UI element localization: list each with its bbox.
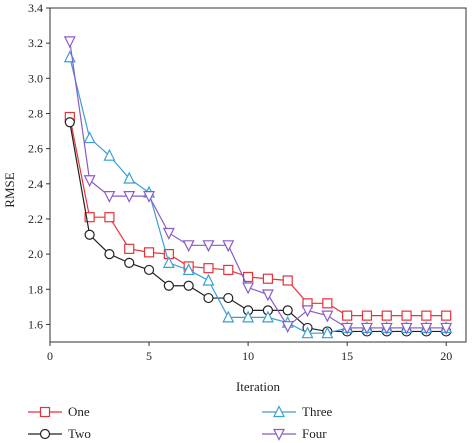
data-point	[381, 310, 392, 321]
legend-item-two: Two	[28, 426, 91, 441]
x-tick-label: 15	[341, 349, 353, 363]
series-line	[69, 41, 447, 329]
series-layer	[63, 36, 453, 339]
data-point	[223, 264, 234, 276]
y-tick-label: 2.4	[28, 177, 43, 191]
data-point	[182, 263, 195, 276]
data-point	[361, 310, 373, 321]
data-point	[301, 305, 314, 318]
data-point	[440, 322, 453, 335]
series-four	[63, 36, 453, 335]
data-point	[401, 310, 412, 321]
y-tick-label: 3.0	[28, 71, 43, 85]
data-point	[242, 310, 255, 323]
legend: One Two Three Four	[28, 404, 333, 441]
data-point	[261, 289, 274, 302]
y-tick-label: 2.2	[28, 212, 43, 226]
data-point	[123, 190, 136, 203]
data-point	[143, 247, 155, 258]
data-point	[162, 256, 175, 268]
legend-label: Two	[68, 426, 91, 441]
data-point	[104, 249, 115, 260]
data-point	[321, 326, 334, 339]
data-point	[222, 310, 235, 323]
data-point	[83, 175, 96, 188]
legend-item-four: Four	[262, 426, 327, 441]
data-point	[322, 298, 333, 309]
data-point	[261, 310, 274, 323]
x-tick-label: 10	[242, 349, 254, 363]
data-point	[223, 292, 234, 304]
y-tick-label: 2.0	[28, 247, 43, 261]
legend-label: Four	[302, 426, 327, 441]
data-point	[222, 240, 235, 253]
x-axis-label: Iteration	[236, 379, 281, 394]
data-point	[341, 322, 354, 335]
data-point	[262, 273, 274, 284]
legend-marker	[273, 405, 285, 418]
y-tick-label: 3.2	[28, 36, 43, 50]
legend-label: One	[68, 404, 90, 419]
data-point	[83, 131, 96, 144]
data-point	[202, 240, 215, 253]
data-point	[203, 292, 214, 304]
series-two	[64, 117, 452, 337]
series-three	[63, 50, 453, 339]
data-point	[124, 243, 135, 254]
data-point	[420, 322, 433, 335]
data-point	[282, 305, 293, 316]
legend-label: Three	[302, 404, 333, 419]
data-point	[123, 171, 136, 184]
data-point	[183, 280, 194, 291]
data-point	[163, 280, 174, 291]
y-tick-label: 1.6	[28, 317, 43, 331]
data-point	[84, 212, 95, 223]
y-axis-label: RMSE	[2, 172, 17, 207]
series-line	[69, 122, 447, 333]
x-tick-label: 5	[146, 349, 152, 363]
data-point	[162, 227, 175, 240]
data-point	[282, 275, 293, 286]
data-point	[143, 264, 155, 276]
data-point	[103, 190, 116, 203]
y-tick-label: 1.8	[28, 282, 43, 296]
data-point	[242, 282, 255, 295]
data-point	[203, 263, 214, 274]
data-point	[64, 117, 75, 128]
axes: 0 5 10 15 20 1.6 1.8 2.0 2.2 2.4 2.6 2.8 3.0 3.2 3.4	[28, 1, 467, 363]
data-point	[342, 310, 353, 321]
data-point	[63, 36, 76, 49]
data-point	[380, 322, 393, 335]
data-point	[301, 326, 314, 339]
legend-item-one: One	[28, 404, 90, 419]
data-point	[63, 50, 76, 63]
data-point	[182, 240, 195, 253]
data-point	[400, 322, 413, 335]
plot-frame	[49, 7, 467, 343]
data-point	[103, 148, 116, 161]
y-tick-label: 3.4	[28, 1, 43, 15]
data-point	[124, 257, 135, 268]
legend-marker	[273, 428, 285, 441]
y-tick-label: 2.6	[28, 142, 43, 156]
data-point	[441, 310, 452, 321]
legend-marker	[39, 428, 51, 440]
x-tick-label: 0	[47, 349, 53, 363]
data-point	[104, 212, 115, 223]
data-point	[321, 310, 334, 323]
data-point	[360, 322, 373, 335]
data-point	[84, 229, 95, 240]
x-tick-label: 20	[440, 349, 452, 363]
series-one	[64, 111, 452, 321]
series-line	[69, 116, 447, 317]
legend-marker	[39, 406, 51, 418]
y-tick-label: 2.8	[28, 106, 43, 120]
data-point	[143, 190, 156, 203]
data-point	[281, 321, 294, 334]
legend-item-three: Three	[262, 404, 333, 419]
data-point	[421, 310, 432, 321]
data-point	[202, 273, 215, 286]
